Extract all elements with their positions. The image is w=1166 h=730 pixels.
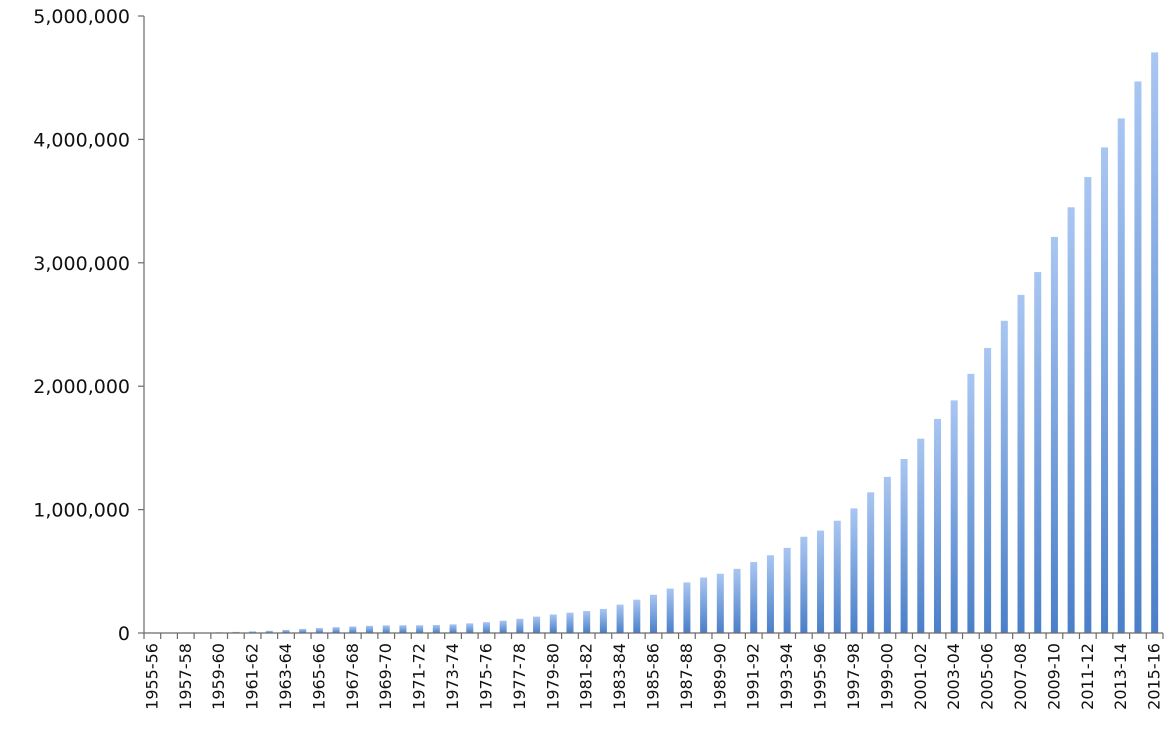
bar-1990-91	[733, 568, 741, 633]
bar-1994-95	[800, 536, 808, 633]
x-tick-label: 1995-96	[811, 643, 830, 710]
bar-1973-74	[449, 624, 457, 633]
x-tick-label: 1965-66	[309, 643, 328, 710]
bar-2005-06	[984, 347, 992, 633]
bar-1964-65	[299, 628, 307, 633]
y-tick-label: 0	[118, 623, 130, 645]
bar-1966-67	[332, 627, 340, 633]
x-tick-label: 1969-70	[376, 643, 395, 710]
bar-1989-90	[716, 573, 724, 633]
bar-1977-78	[516, 618, 524, 633]
bar-1961-62	[249, 631, 257, 633]
bar-1983-84	[616, 604, 624, 633]
bar-1988-89	[700, 577, 708, 633]
bar-1962-63	[265, 630, 273, 633]
bar-2014-15	[1134, 81, 1142, 633]
bar-2010-11	[1067, 207, 1075, 633]
bar-1975-76	[482, 622, 490, 633]
bar-2015-16	[1151, 52, 1159, 633]
bar-2013-14	[1117, 118, 1125, 634]
bar-2001-02	[917, 438, 925, 633]
bar-1997-98	[850, 508, 858, 633]
bar-2007-08	[1017, 294, 1025, 633]
x-tick-label: 2003-04	[944, 643, 963, 710]
bar-1982-83	[599, 608, 607, 633]
x-tick-label: 1977-78	[510, 643, 529, 710]
x-tick-label: 1993-94	[777, 643, 796, 710]
bar-1972-73	[432, 624, 440, 633]
x-tick-label: 1959-60	[209, 643, 228, 710]
x-tick-label: 1967-68	[343, 643, 362, 710]
x-tick-label: 1973-74	[443, 643, 462, 710]
x-tick-label: 2015-16	[1145, 643, 1164, 710]
bar-1974-75	[466, 623, 474, 633]
bar-1981-82	[583, 611, 591, 633]
bar-1971-72	[416, 625, 424, 633]
x-tick-label: 1957-58	[176, 643, 195, 710]
bar-1984-85	[633, 599, 641, 633]
x-tick-label: 1991-92	[744, 643, 763, 710]
bar-1969-70	[382, 625, 390, 633]
bar-2012-13	[1101, 147, 1109, 634]
bar-1968-69	[366, 625, 374, 633]
bars-group	[148, 52, 1159, 634]
bar-1986-87	[666, 588, 674, 633]
bar-1985-86	[649, 594, 658, 633]
bar-2011-12	[1084, 177, 1092, 634]
x-tick-label: 1985-86	[644, 643, 663, 710]
bar-1987-88	[683, 582, 691, 633]
x-tick-label: 1971-72	[410, 643, 429, 710]
bar-1992-93	[766, 555, 774, 633]
x-tick-label: 1975-76	[476, 643, 495, 710]
x-tick-label: 1961-62	[243, 643, 262, 710]
bar-1979-80	[549, 614, 557, 633]
x-tick-label: 1979-80	[543, 643, 562, 710]
x-tick-label: 1999-00	[877, 643, 896, 710]
x-tick-label: 2001-02	[911, 643, 930, 710]
x-tick-label: 2013-14	[1111, 643, 1130, 710]
bar-1998-99	[867, 492, 875, 633]
y-tick-label: 2,000,000	[33, 376, 130, 398]
bar-2009-10	[1050, 236, 1058, 633]
bar-2008-09	[1034, 272, 1042, 633]
bar-1995-96	[817, 530, 825, 633]
bar-1970-71	[399, 625, 407, 633]
bar-1993-94	[783, 547, 791, 633]
bar-1976-77	[499, 620, 507, 633]
bar-1963-64	[282, 629, 290, 633]
bar-1978-79	[533, 616, 541, 633]
x-axis-ticks: 1955-56 1957-58 1959-60 1961-62 1963-64 1965-…	[142, 633, 1164, 710]
y-tick-label: 4,000,000	[33, 129, 130, 151]
bar-1965-66	[315, 628, 323, 633]
x-tick-label: 1981-82	[577, 643, 596, 710]
bar-2003-04	[950, 400, 958, 633]
x-tick-label: 1963-64	[276, 643, 295, 710]
bar-1996-97	[833, 520, 841, 633]
x-tick-label: 1987-88	[677, 643, 696, 710]
x-tick-label: 2009-10	[1044, 643, 1063, 710]
bar-1980-81	[566, 612, 574, 633]
x-tick-label: 2005-06	[978, 643, 997, 710]
x-tick-label: 1997-98	[844, 643, 863, 710]
y-tick-label: 5,000,000	[33, 6, 130, 28]
bar-1967-68	[349, 626, 357, 633]
bar-1999-00	[883, 476, 891, 633]
x-tick-label: 1989-90	[710, 643, 729, 710]
x-tick-label: 2011-12	[1078, 643, 1097, 710]
bar-1991-92	[750, 562, 758, 633]
y-tick-label: 3,000,000	[33, 253, 130, 275]
y-axis-ticks: 0 1,000,000 2,000,000 3,000,000 4,000,000 5,0…	[33, 6, 144, 645]
bar-2002-03	[933, 418, 941, 633]
x-tick-label: 1983-84	[610, 643, 629, 710]
y-tick-label: 1,000,000	[33, 500, 130, 522]
x-tick-label: 1955-56	[142, 643, 161, 710]
bar-2004-05	[967, 373, 975, 633]
bar-2006-07	[1000, 320, 1008, 633]
bar-2000-01	[900, 459, 908, 633]
x-tick-label: 2007-08	[1011, 643, 1030, 710]
